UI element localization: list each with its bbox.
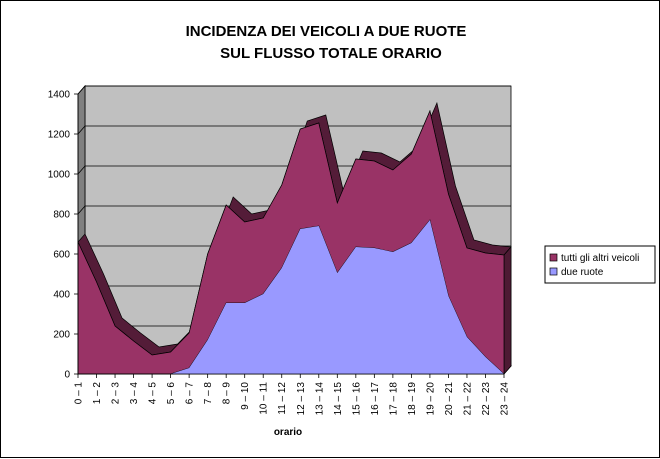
legend-label-altri-veicoli: tutti gli altri veicoli xyxy=(561,253,639,264)
y-tick-label: 600 xyxy=(53,250,70,261)
legend: tutti gli altri veicoli due ruote xyxy=(544,245,656,284)
x-tick-label: 23 – 24 xyxy=(500,382,511,416)
x-axis: 0 – 1 1 – 2 2 – 3 3 – 4 4 – 5 5 – 6 6 – 7 7 – 8… xyxy=(74,373,511,416)
legend-swatch-altri-veicoli xyxy=(549,253,558,262)
series-altri-veicoli-side-face xyxy=(503,246,512,375)
x-tick-label: 11 – 12 xyxy=(277,382,288,415)
y-tick-label: 1200 xyxy=(48,130,71,141)
x-tick-label: 6 – 7 xyxy=(185,382,196,405)
x-tick-label: 5 – 6 xyxy=(166,382,177,405)
x-tick-label: 10 – 11 xyxy=(259,382,270,415)
x-tick-label: 19 – 20 xyxy=(425,382,436,416)
x-tick-label: 0 – 1 xyxy=(74,382,85,405)
y-tick-label: 1000 xyxy=(48,170,71,181)
x-tick-label: 16 – 17 xyxy=(370,382,381,416)
plot-area xyxy=(77,84,512,376)
x-tick-label: 8 – 9 xyxy=(222,382,233,405)
legend-swatch-due-ruote xyxy=(549,267,558,276)
y-tick-label: 1400 xyxy=(48,90,71,101)
y-axis: 0 200 400 600 800 1000 1200 1400 xyxy=(48,90,79,381)
x-tick-label: 15 – 16 xyxy=(351,382,362,416)
x-tick-label: 18 – 19 xyxy=(407,382,418,416)
x-tick-label: 21 – 22 xyxy=(462,382,473,416)
x-tick-label: 7 – 8 xyxy=(203,382,214,405)
x-tick-label: 9 – 10 xyxy=(240,382,251,410)
y-tick-label: 0 xyxy=(64,370,70,381)
legend-box xyxy=(544,245,656,284)
x-tick-label: 12 – 13 xyxy=(296,382,307,416)
x-axis-title: orario xyxy=(274,427,302,438)
x-tick-label: 22 – 23 xyxy=(481,382,492,416)
x-tick-label: 20 – 21 xyxy=(444,382,455,416)
gridline xyxy=(77,125,511,135)
series-due-ruote-area xyxy=(78,220,504,374)
x-tick-label: 14 – 15 xyxy=(333,382,344,416)
x-tick-label: 2 – 3 xyxy=(111,382,122,405)
y-tick-label: 400 xyxy=(53,290,70,301)
chart-title-line-2: SUL FLUSSO TOTALE ORARIO xyxy=(220,45,442,62)
chart-title-line-1: INCIDENZA DEI VEICOLI A DUE RUOTE xyxy=(186,23,467,40)
x-tick-label: 13 – 14 xyxy=(314,382,325,416)
x-tick-label: 4 – 5 xyxy=(148,382,159,405)
gridline xyxy=(77,85,511,95)
legend-label-due-ruote: due ruote xyxy=(561,267,604,278)
chart-title: INCIDENZA DEI VEICOLI A DUE RUOTE SUL FL… xyxy=(186,23,467,62)
y-tick-label: 200 xyxy=(53,330,70,341)
y-tick-label: 800 xyxy=(53,210,70,221)
x-tick-label: 17 – 18 xyxy=(388,382,399,416)
x-tick-label: 1 – 2 xyxy=(92,382,103,405)
x-tick-label: 3 – 4 xyxy=(129,382,140,405)
